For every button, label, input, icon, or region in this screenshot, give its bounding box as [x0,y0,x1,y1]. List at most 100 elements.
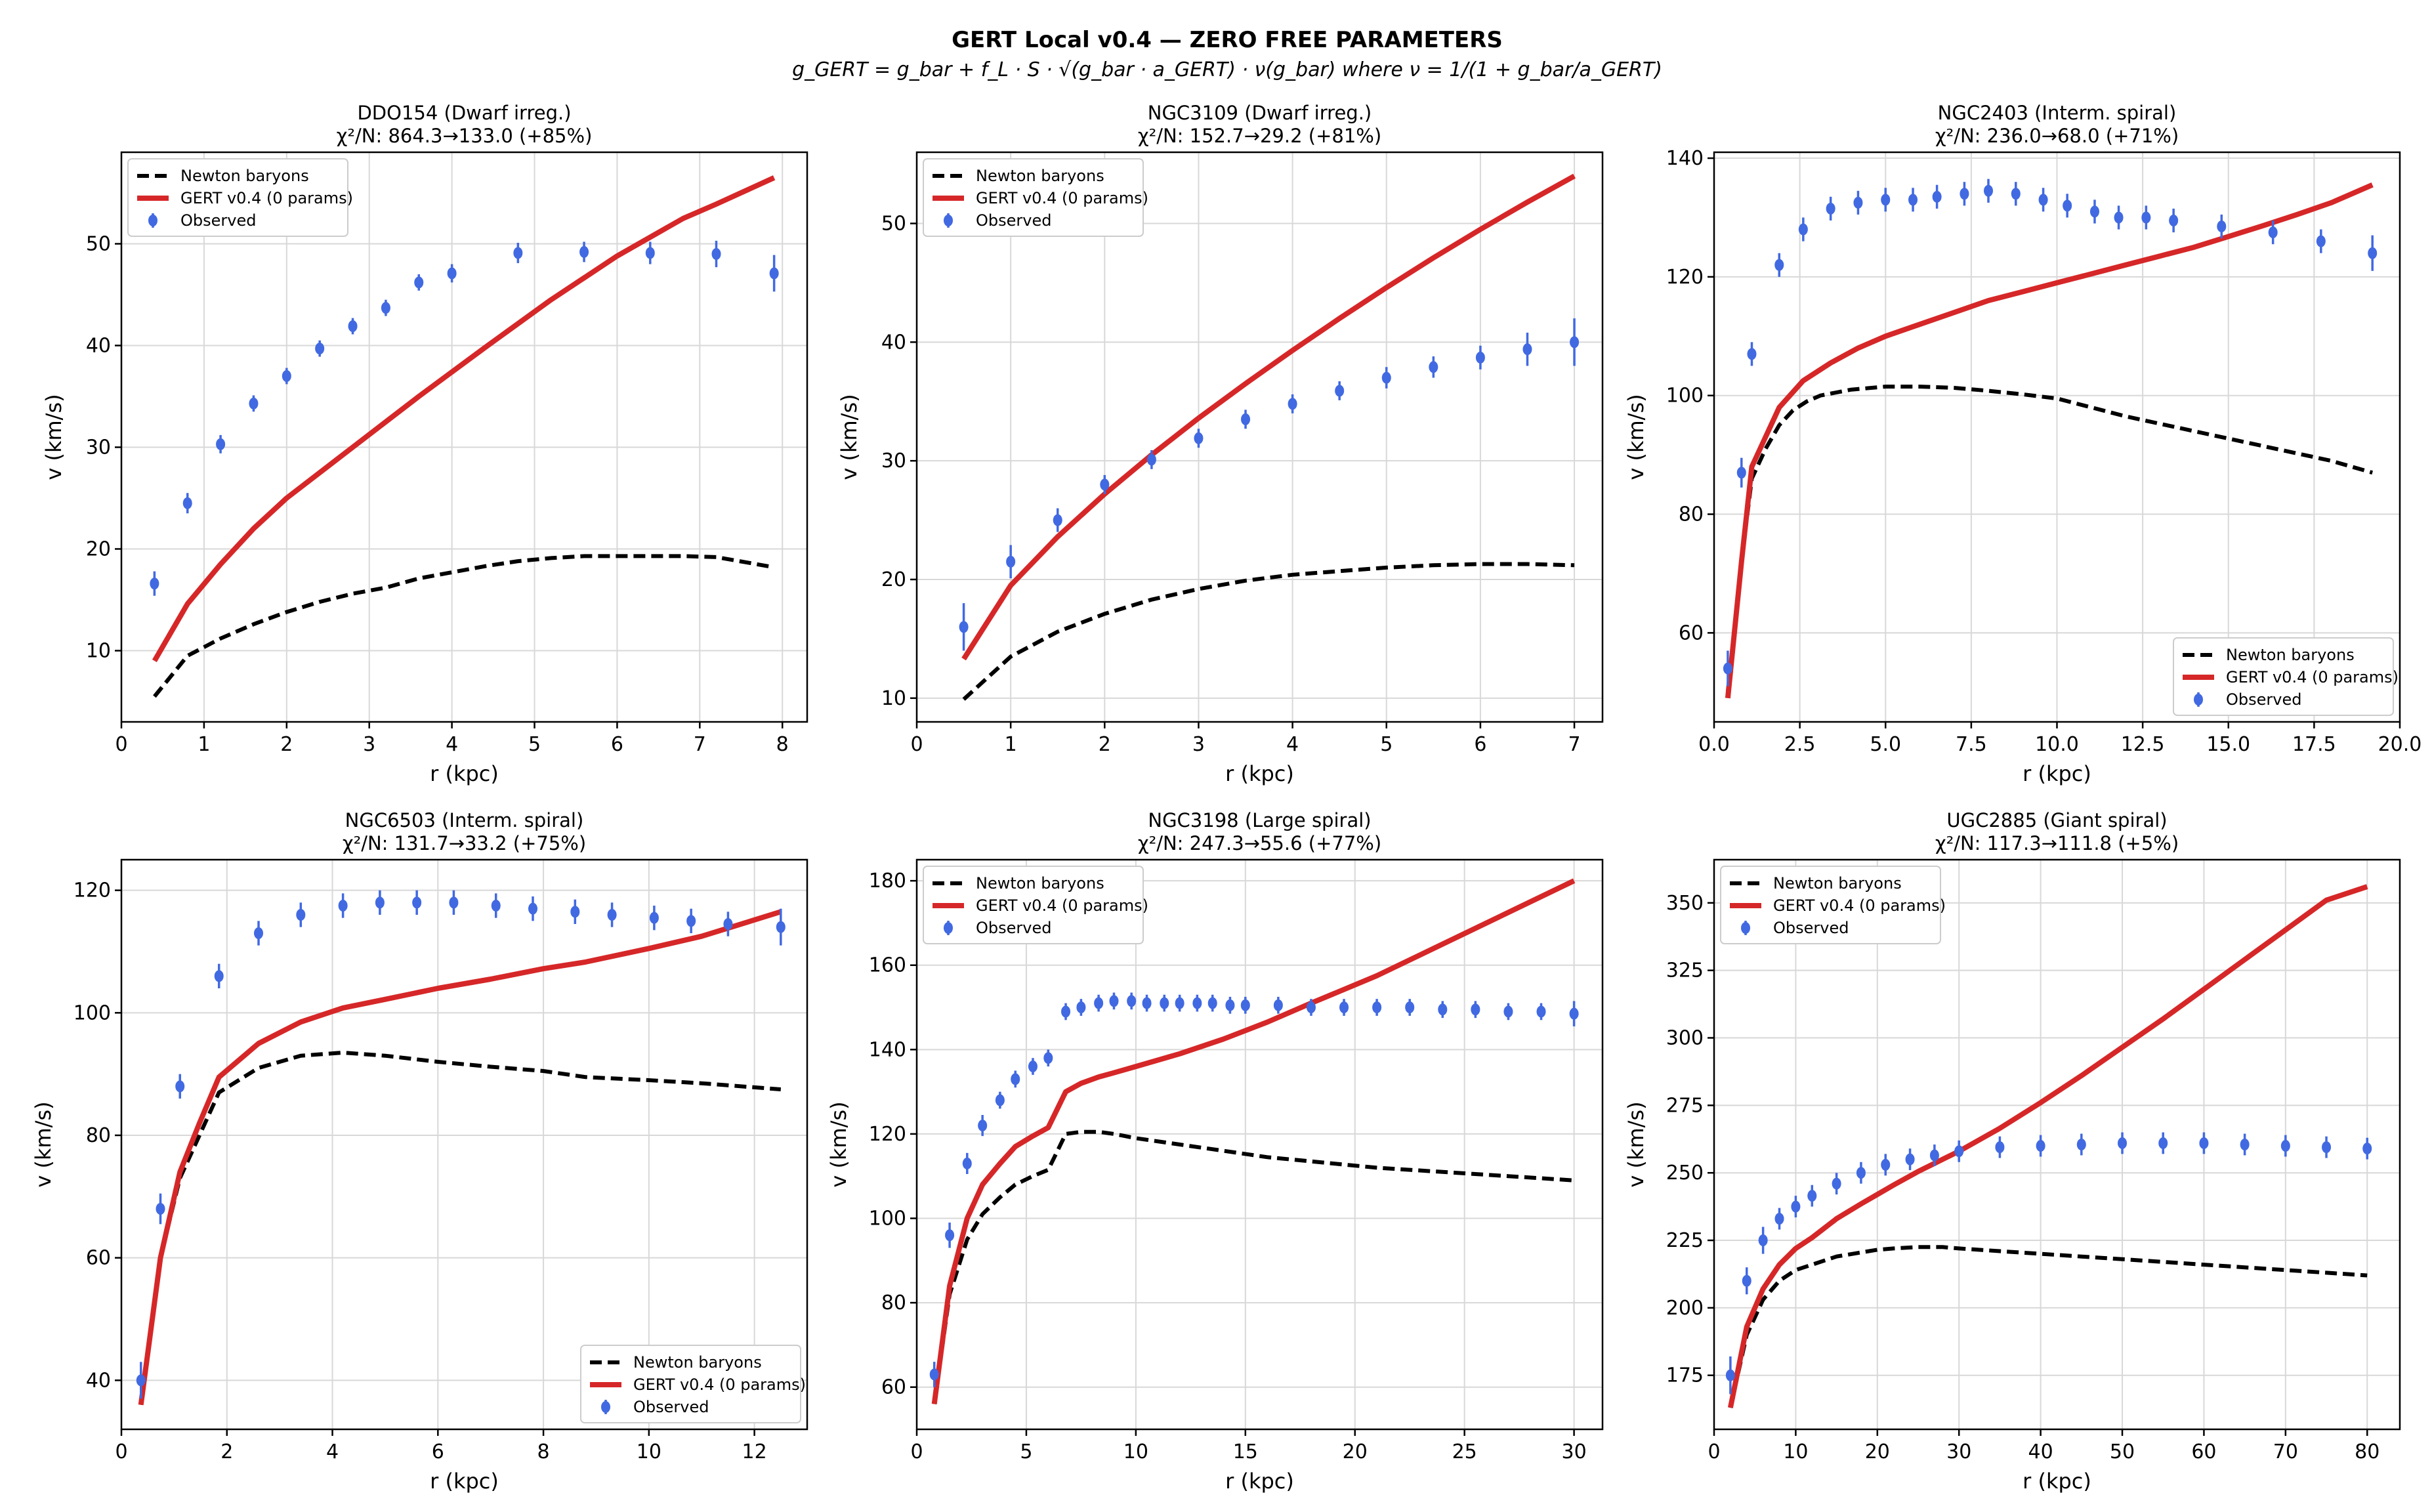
observed-point [1028,1060,1038,1073]
x-tick-label: 3 [1192,733,1205,756]
x-tick-label: 2 [280,733,293,756]
observed-point [1475,351,1485,364]
x-tick-label: 5 [528,733,541,756]
x-tick-label: 4 [326,1440,339,1463]
observed-point [1438,1003,1448,1016]
observed-point [1207,997,1217,1009]
plot-frame [120,151,808,723]
observed-point [1043,1052,1053,1064]
panel-title: NGC3109 (Dwarf irreg.) [1148,102,1372,124]
observed-point [2322,1141,2332,1154]
observed-point [607,909,617,921]
observed-point [1335,385,1345,397]
observed-point [449,896,459,909]
newton-baryons-line [932,1129,1574,1404]
x-tick-label: 10 [637,1440,661,1463]
legend-observed-swatch [148,215,157,226]
observed-point [1995,1141,2005,1154]
y-tick-label: 80 [881,1292,906,1314]
legend-observed-swatch [944,922,953,934]
newton-baryons-line [1725,385,2374,693]
observed-point [723,918,733,930]
x-axis-label: r (kpc) [2023,761,2091,786]
x-axis-label: r (kpc) [1225,761,1294,786]
panel-title: DDO154 (Dwarf irreg.) [357,102,571,124]
y-tick-label: 30 [86,436,111,459]
x-tick-label: 60 [2191,1440,2216,1463]
x-tick-label: 6 [611,733,623,756]
x-tick-label: 4 [1286,733,1299,756]
panel-2: NGC2403 (Interm. spiral)χ²/N: 236.0→68.0… [1624,102,2422,786]
observed-point [570,906,580,918]
x-tick-label: 10 [1123,1440,1148,1463]
legend-observed-swatch [2194,694,2203,705]
gert-model-line [152,175,776,663]
y-tick-label: 60 [881,1376,906,1399]
newton-baryons-line [1728,1245,2368,1408]
legend-newton-label: Newton baryons [180,167,309,185]
observed-point [776,921,786,933]
y-tick-label: 175 [1666,1364,1704,1387]
observed-point [1109,995,1119,1007]
legend-gert-label: GERT v0.4 (0 params) [976,896,1148,915]
observed-point [338,900,348,912]
x-tick-label: 8 [537,1440,550,1463]
observed-point [1405,1001,1415,1014]
observed-point [1832,1177,1841,1190]
panel-title: NGC6503 (Interm. spiral) [345,809,584,831]
observed-point [645,247,655,259]
observed-point [2316,235,2326,247]
panel-4: NGC3198 (Large spiral)χ²/N: 247.3→55.6 (… [826,809,1604,1494]
observed-point [2362,1143,2372,1155]
observed-point [1372,1001,1382,1014]
x-tick-label: 6 [1474,733,1486,756]
panel-subtitle: χ²/N: 864.3→133.0 (+85%) [337,125,593,147]
observed-point [1381,371,1391,384]
panel-0: DDO154 (Dwarf irreg.)χ²/N: 864.3→133.0 (… [41,102,808,786]
observed-point [1076,1001,1086,1014]
x-tick-label: 0.0 [1698,733,1730,756]
observed-point [1742,1274,1751,1287]
y-tick-label: 250 [1666,1162,1704,1185]
panel-subtitle: χ²/N: 152.7→29.2 (+81%) [1138,125,1381,147]
observed-point [1807,1190,1817,1202]
y-tick-label: 300 [1666,1027,1704,1050]
x-tick-label: 7 [694,733,706,756]
observed-point [1853,196,1863,209]
observed-point [2036,1140,2045,1152]
newton-baryons-line [962,562,1575,701]
plot-frame [915,858,1604,1431]
observed-point [412,896,422,909]
legend: Newton baryons GERT v0.4 (0 params) Observ… [923,158,1148,237]
legend-gert-label: GERT v0.4 (0 params) [633,1376,806,1394]
y-tick-label: 60 [1679,621,1704,644]
observed-point [929,1368,939,1381]
legend: Newton baryons GERT v0.4 (0 params) Observ… [2173,637,2399,716]
y-tick-label: 10 [86,640,111,663]
y-axis-label: v (km/s) [31,1101,56,1187]
x-tick-label: 50 [2110,1440,2135,1463]
observed-point [2063,200,2072,212]
observed-point [1100,478,1110,491]
legend: Newton baryons GERT v0.4 (0 params) Observ… [127,158,353,237]
x-tick-label: 5.0 [1870,733,1901,756]
y-axis-label: v (km/s) [826,1101,851,1187]
gert-model-line [961,173,1576,661]
x-tick-label: 25 [1452,1440,1477,1463]
y-tick-label: 40 [86,1369,111,1392]
observed-point [1306,1001,1316,1014]
observed-point [959,621,969,633]
x-tick-label: 8 [776,733,789,756]
legend: Newton baryons GERT v0.4 (0 params) Observ… [1720,866,1946,944]
observed-point [1774,1213,1784,1225]
y-tick-label: 80 [86,1124,111,1147]
legend-newton-label: Newton baryons [976,167,1104,185]
x-tick-label: 15 [1233,1440,1258,1463]
x-tick-label: 5 [1020,1440,1032,1463]
legend-observed-swatch [944,215,953,226]
plot-frame [120,858,808,1431]
x-tick-label: 2.5 [1784,733,1816,756]
x-tick-label: 70 [2273,1440,2298,1463]
plot-frame [915,151,1604,723]
observed-point [381,302,390,314]
